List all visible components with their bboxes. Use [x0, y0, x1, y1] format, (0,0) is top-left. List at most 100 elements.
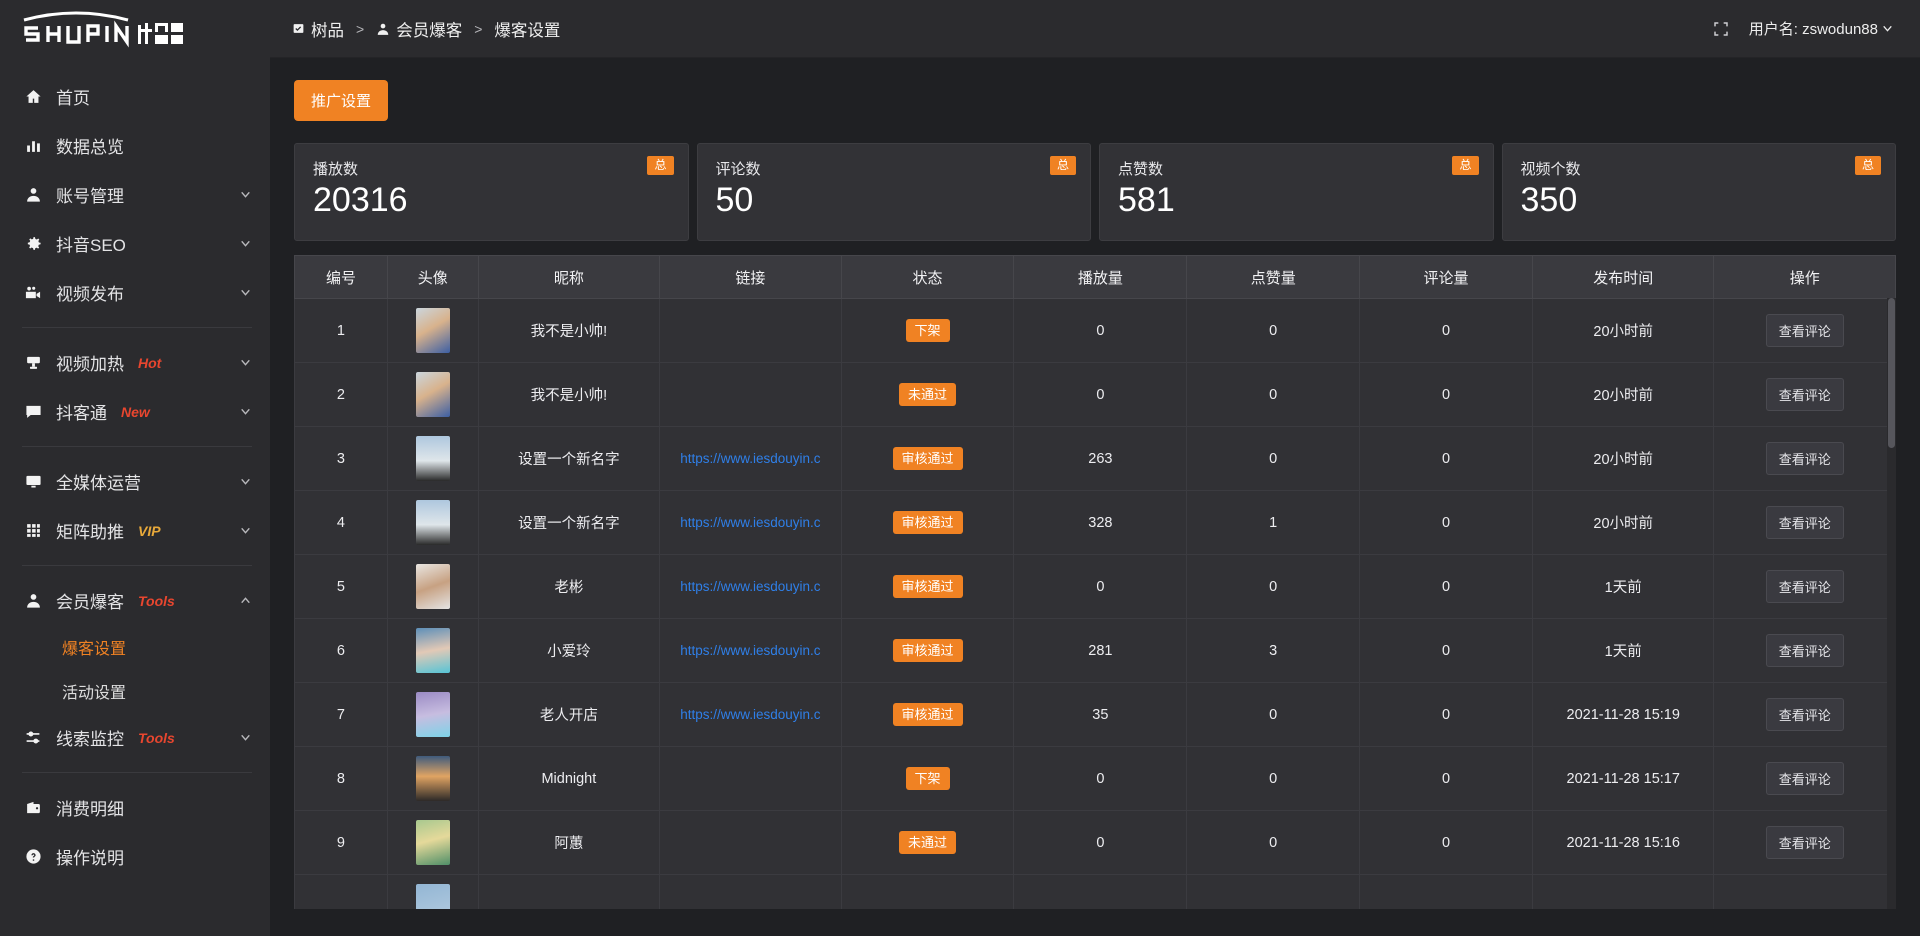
table-row[interactable]: 3 设置一个新名字 https://www.iesdouyin.c 审核通过 263 0 0…: [294, 426, 1896, 491]
sidebar-item-douketong[interactable]: 抖客通 New: [0, 387, 270, 436]
breadcrumb-item-member-baoke[interactable]: 会员爆客: [376, 17, 462, 41]
sidebar-item-label: 操作说明: [56, 849, 124, 868]
cell-nickname: 我不是小帅!: [477, 298, 661, 363]
breadcrumb-item-root[interactable]: 树品: [292, 17, 344, 41]
sidebar-item-label: 消费明细: [56, 800, 124, 819]
cell-id: 2: [294, 362, 388, 427]
table-row[interactable]: 4 设置一个新名字 https://www.iesdouyin.c 审核通过 328 1 0…: [294, 490, 1896, 555]
sidebar-item-home[interactable]: 首页: [0, 72, 270, 121]
column-header-likes[interactable]: 点赞量: [1186, 255, 1361, 299]
table-row[interactable]: 9 阿蕙 未通过 0 0 0 2021-11-28 15:16 查看评论: [294, 810, 1896, 875]
sidebar-subitem-label: 活动设置: [62, 685, 127, 702]
column-header-link[interactable]: 链接: [659, 255, 842, 299]
column-header-actions[interactable]: 操作: [1713, 255, 1896, 299]
cell-status: 未通过: [840, 810, 1015, 875]
user-icon: [22, 185, 44, 205]
column-header-status[interactable]: 状态: [840, 255, 1015, 299]
wallet-icon: [22, 798, 44, 818]
cell-status: 审核通过: [840, 618, 1015, 683]
view-comments-button[interactable]: 查看评论: [1765, 378, 1844, 411]
megaphone-icon: [22, 353, 44, 373]
avatar: [415, 308, 450, 353]
sidebar-item-lead-monitor[interactable]: 线索监控 Tools: [0, 713, 270, 762]
view-comments-button[interactable]: 查看评论: [1765, 442, 1844, 475]
sidebar-item-matrix-push[interactable]: 矩阵助推 VIP: [0, 506, 270, 555]
fullscreen-icon[interactable]: [1713, 21, 1729, 37]
cell-comments: 0: [1359, 490, 1533, 555]
scrollbar-thumb[interactable]: [1888, 298, 1895, 448]
cell-partial: [386, 874, 479, 909]
view-comments-button[interactable]: 查看评论: [1765, 698, 1844, 731]
cell-partial: [477, 874, 661, 909]
cell-link[interactable]: https://www.iesdouyin.c: [659, 426, 842, 491]
table-row[interactable]: 5 老彬 https://www.iesdouyin.c 审核通过 0 0 0 1天前 查看评论: [294, 554, 1896, 619]
view-comments-button[interactable]: 查看评论: [1765, 570, 1844, 603]
cell-plays: 0: [1013, 810, 1188, 875]
column-header-comments[interactable]: 评论量: [1359, 255, 1533, 299]
cell-comments: 0: [1359, 426, 1533, 491]
camera-icon: [22, 283, 44, 303]
cell-link[interactable]: https://www.iesdouyin.c: [659, 682, 842, 747]
user-menu[interactable]: 用户名: zswodun88: [1749, 18, 1894, 39]
sidebar-item-data-overview[interactable]: 数据总览: [0, 121, 270, 170]
brand-logo[interactable]: [0, 0, 270, 58]
column-header-time[interactable]: 发布时间: [1531, 255, 1715, 299]
column-header-id[interactable]: 编号: [294, 255, 388, 299]
table-row[interactable]: 8 Midnight 下架 0 0 0 2021-11-28 15:17 查看评论: [294, 746, 1896, 811]
video-link[interactable]: https://www.iesdouyin.c: [680, 515, 821, 530]
cell-link[interactable]: https://www.iesdouyin.c: [659, 490, 842, 555]
video-link[interactable]: https://www.iesdouyin.c: [680, 579, 821, 594]
user-icon: [376, 22, 390, 36]
cell-avatar: [386, 554, 479, 619]
video-table-container: 编号 头像 昵称 链接 状态 播放量 点赞量 评论量 发布时间 操作 1 我不是小: [294, 255, 1896, 909]
view-comments-button[interactable]: 查看评论: [1765, 506, 1844, 539]
breadcrumb-separator: >: [356, 20, 365, 37]
cell-avatar: [386, 682, 479, 747]
table-header-row: 编号 头像 昵称 链接 状态 播放量 点赞量 评论量 发布时间 操作: [294, 255, 1896, 299]
view-comments-button[interactable]: 查看评论: [1765, 634, 1844, 667]
sliders-icon: [22, 728, 44, 748]
table-row[interactable]: 6 小爱玲 https://www.iesdouyin.c 审核通过 281 3 0 1天前 查…: [294, 618, 1896, 683]
table-row[interactable]: [294, 874, 1896, 909]
table-row[interactable]: 2 我不是小帅! 未通过 0 0 0 20小时前 查看评论: [294, 362, 1896, 427]
cell-partial: [1713, 874, 1896, 909]
cell-actions: 查看评论: [1713, 490, 1896, 555]
video-link[interactable]: https://www.iesdouyin.c: [680, 451, 821, 466]
sidebar-item-omnimedia[interactable]: 全媒体运营: [0, 457, 270, 506]
sidebar-subitem-baoke-settings[interactable]: 爆客设置: [0, 625, 270, 669]
view-comments-button[interactable]: 查看评论: [1765, 314, 1844, 347]
table-row[interactable]: 1 我不是小帅! 下架 0 0 0 20小时前 查看评论: [294, 298, 1896, 363]
sidebar-item-consumption-detail[interactable]: 消费明细: [0, 783, 270, 832]
view-comments-button[interactable]: 查看评论: [1765, 762, 1844, 795]
cell-id: 6: [294, 618, 388, 683]
table-scrollbar[interactable]: [1887, 298, 1896, 909]
sidebar-item-member-baoke[interactable]: 会员爆客 Tools: [0, 576, 270, 625]
chevron-down-icon: [239, 237, 252, 250]
cell-link[interactable]: https://www.iesdouyin.c: [659, 618, 842, 683]
video-link[interactable]: https://www.iesdouyin.c: [680, 643, 821, 658]
table-row[interactable]: 7 老人开店 https://www.iesdouyin.c 审核通过 35 0 0 2021…: [294, 682, 1896, 747]
video-link[interactable]: https://www.iesdouyin.c: [680, 707, 821, 722]
sidebar-subitem-activity-settings[interactable]: 活动设置: [0, 669, 270, 713]
column-header-avatar[interactable]: 头像: [386, 255, 479, 299]
cell-partial: [840, 874, 1015, 909]
stat-badge: 总: [1854, 156, 1881, 175]
stat-badge: 总: [647, 156, 674, 175]
promotion-settings-button[interactable]: 推广设置: [294, 80, 389, 121]
cell-partial: [294, 874, 388, 909]
avatar: [415, 820, 450, 865]
sidebar-divider: [22, 565, 252, 566]
sidebar-item-instructions[interactable]: 操作说明: [0, 832, 270, 881]
cell-link[interactable]: https://www.iesdouyin.c: [659, 554, 842, 619]
view-comments-button[interactable]: 查看评论: [1765, 826, 1844, 859]
sidebar-item-douyin-seo[interactable]: 抖音SEO: [0, 219, 270, 268]
avatar: [415, 692, 450, 737]
cell-comments: 0: [1359, 746, 1533, 811]
sidebar-item-video-boost[interactable]: 视频加热 Hot: [0, 338, 270, 387]
cell-likes: 0: [1186, 362, 1361, 427]
sidebar-item-video-publish[interactable]: 视频发布: [0, 268, 270, 317]
cell-publish-time: 20小时前: [1531, 426, 1715, 491]
column-header-nickname[interactable]: 昵称: [477, 255, 661, 299]
column-header-plays[interactable]: 播放量: [1013, 255, 1188, 299]
sidebar-item-account-management[interactable]: 账号管理: [0, 170, 270, 219]
